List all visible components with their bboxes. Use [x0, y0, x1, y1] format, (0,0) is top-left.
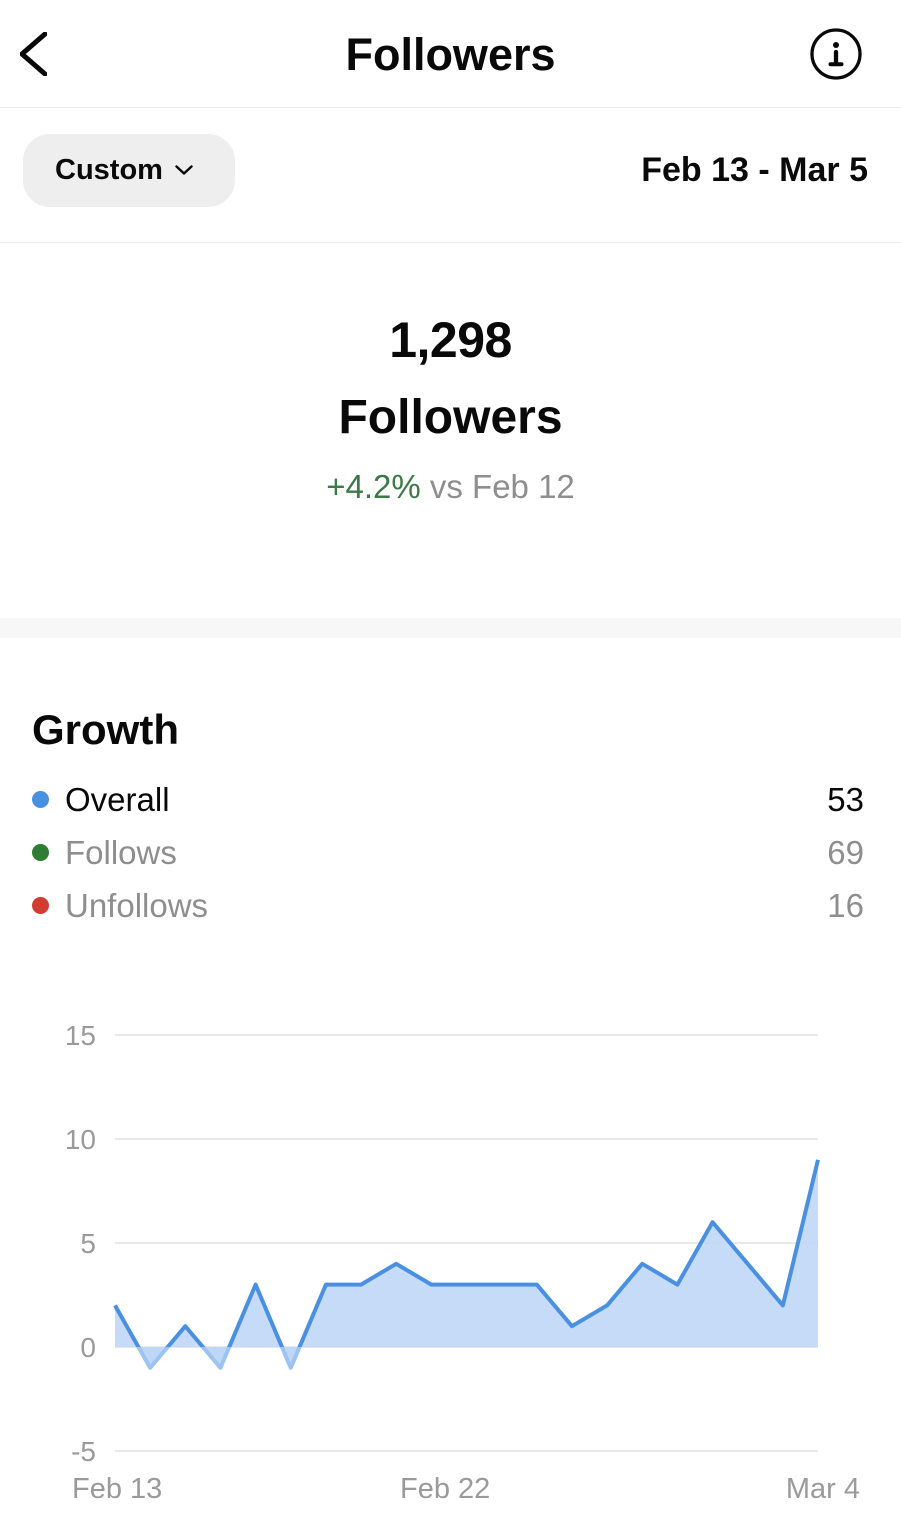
svg-text:Mar 4: Mar 4	[786, 1473, 860, 1505]
svg-text:15: 15	[65, 1020, 96, 1051]
svg-text:0: 0	[80, 1332, 96, 1363]
svg-text:Feb 13: Feb 13	[72, 1473, 162, 1505]
svg-text:5: 5	[80, 1228, 96, 1259]
svg-text:-5: -5	[71, 1436, 96, 1467]
svg-text:Feb 22: Feb 22	[400, 1473, 490, 1505]
svg-text:10: 10	[65, 1124, 96, 1155]
